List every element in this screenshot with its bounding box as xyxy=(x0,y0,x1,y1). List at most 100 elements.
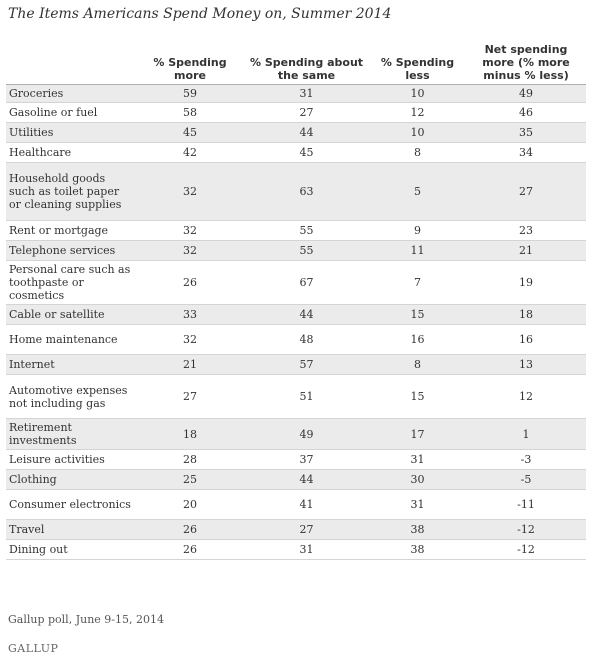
spending-less-value: 7 xyxy=(369,260,466,305)
spending-less-value: 38 xyxy=(369,539,466,560)
item-label: Leisure activities xyxy=(6,449,136,470)
net-spending-value: 12 xyxy=(466,374,586,419)
item-label: Personal care such as toothpaste or cosm… xyxy=(6,260,136,305)
net-spending-value: -12 xyxy=(466,519,586,540)
spending-less-value: 30 xyxy=(369,469,466,490)
net-spending-value: 35 xyxy=(466,122,586,143)
spending-less-value: 10 xyxy=(369,122,466,143)
spending-same-value: 48 xyxy=(244,324,369,355)
spending-less-value: 17 xyxy=(369,418,466,450)
header-net-spending: Net spending more (% more minus % less) xyxy=(466,36,586,85)
spending-same-value: 57 xyxy=(244,354,369,375)
spending-same-value: 51 xyxy=(244,374,369,419)
net-spending-value: 23 xyxy=(466,220,586,241)
spending-less-value: 31 xyxy=(369,449,466,470)
item-label: Clothing xyxy=(6,469,136,490)
spending-more-value: 32 xyxy=(136,324,244,355)
net-spending-value: 1 xyxy=(466,418,586,450)
item-label: Home maintenance xyxy=(6,324,136,355)
spending-more-value: 20 xyxy=(136,489,244,520)
table-row: Rent or mortgage 32 55 9 23 xyxy=(6,220,586,241)
spending-more-value: 26 xyxy=(136,519,244,540)
header-spending-more: % Spending more xyxy=(136,36,244,85)
spending-table: % Spending more % Spending about the sam… xyxy=(6,36,586,560)
spending-more-value: 26 xyxy=(136,260,244,305)
spending-more-value: 26 xyxy=(136,539,244,560)
spending-same-value: 37 xyxy=(244,449,369,470)
source-note: Gallup poll, June 9-15, 2014 xyxy=(8,613,164,626)
spending-more-value: 18 xyxy=(136,418,244,450)
table-title: The Items Americans Spend Money on, Summ… xyxy=(8,6,392,22)
spending-less-value: 15 xyxy=(369,304,466,325)
table-row: Automotive expenses not including gas 27 5… xyxy=(6,374,586,419)
net-spending-value: 34 xyxy=(466,142,586,163)
spending-more-value: 28 xyxy=(136,449,244,470)
item-label: Gasoline or fuel xyxy=(6,102,136,123)
spending-less-value: 8 xyxy=(369,354,466,375)
spending-more-value: 58 xyxy=(136,102,244,123)
net-spending-value: 46 xyxy=(466,102,586,123)
item-label: Consumer electronics xyxy=(6,489,136,520)
item-label: Rent or mortgage xyxy=(6,220,136,241)
item-label: Groceries xyxy=(6,84,136,103)
table-row: Retirement investments 18 49 17 1 xyxy=(6,418,586,450)
table-row: Leisure activities 28 37 31 -3 xyxy=(6,449,586,470)
spending-same-value: 45 xyxy=(244,142,369,163)
spending-less-value: 31 xyxy=(369,489,466,520)
spending-same-value: 67 xyxy=(244,260,369,305)
spending-more-value: 21 xyxy=(136,354,244,375)
net-spending-value: -5 xyxy=(466,469,586,490)
net-spending-value: 19 xyxy=(466,260,586,305)
spending-same-value: 44 xyxy=(244,122,369,143)
net-spending-value: -11 xyxy=(466,489,586,520)
table-body: Groceries 59 31 10 49 Gasoline or fuel 58 27 12 4… xyxy=(6,84,586,560)
net-spending-value: -12 xyxy=(466,539,586,560)
table-row: Telephone services 32 55 11 21 xyxy=(6,240,586,261)
spending-less-value: 10 xyxy=(369,84,466,103)
header-spending-less: % Spending less xyxy=(369,36,466,85)
item-label: Household goods such as toilet paper or … xyxy=(6,162,136,221)
header-row: % Spending more % Spending about the sam… xyxy=(6,36,586,85)
item-label: Healthcare xyxy=(6,142,136,163)
table-row: Healthcare 42 45 8 34 xyxy=(6,142,586,163)
item-label: Cable or satellite xyxy=(6,304,136,325)
table-row: Clothing 25 44 30 -5 xyxy=(6,469,586,490)
spending-more-value: 33 xyxy=(136,304,244,325)
table-row: Cable or satellite 33 44 15 18 xyxy=(6,304,586,325)
net-spending-value: 16 xyxy=(466,324,586,355)
spending-same-value: 44 xyxy=(244,469,369,490)
header-item xyxy=(6,36,136,85)
spending-more-value: 32 xyxy=(136,162,244,221)
item-label: Telephone services xyxy=(6,240,136,261)
spending-same-value: 63 xyxy=(244,162,369,221)
item-label: Internet xyxy=(6,354,136,375)
spending-less-value: 11 xyxy=(369,240,466,261)
spending-less-value: 38 xyxy=(369,519,466,540)
spending-same-value: 55 xyxy=(244,240,369,261)
item-label: Automotive expenses not including gas xyxy=(6,374,136,419)
spending-less-value: 5 xyxy=(369,162,466,221)
item-label: Travel xyxy=(6,519,136,540)
table-row: Gasoline or fuel 58 27 12 46 xyxy=(6,102,586,123)
spending-same-value: 31 xyxy=(244,84,369,103)
spending-less-value: 8 xyxy=(369,142,466,163)
spending-same-value: 31 xyxy=(244,539,369,560)
table-row: Consumer electronics 20 41 31 -11 xyxy=(6,489,586,520)
table-row: Dining out 26 31 38 -12 xyxy=(6,539,586,560)
gallup-logo: GALLUP xyxy=(8,642,59,655)
spending-less-value: 15 xyxy=(369,374,466,419)
spending-more-value: 32 xyxy=(136,240,244,261)
spending-more-value: 45 xyxy=(136,122,244,143)
table-row: Internet 21 57 8 13 xyxy=(6,354,586,375)
spending-more-value: 32 xyxy=(136,220,244,241)
spending-same-value: 55 xyxy=(244,220,369,241)
item-label: Retirement investments xyxy=(6,418,136,450)
spending-same-value: 44 xyxy=(244,304,369,325)
table-row: Personal care such as toothpaste or cosm… xyxy=(6,260,586,305)
table-row: Household goods such as toilet paper or … xyxy=(6,162,586,221)
spending-same-value: 27 xyxy=(244,102,369,123)
spending-more-value: 25 xyxy=(136,469,244,490)
spending-more-value: 42 xyxy=(136,142,244,163)
table-row: Groceries 59 31 10 49 xyxy=(6,84,586,103)
spending-more-value: 27 xyxy=(136,374,244,419)
